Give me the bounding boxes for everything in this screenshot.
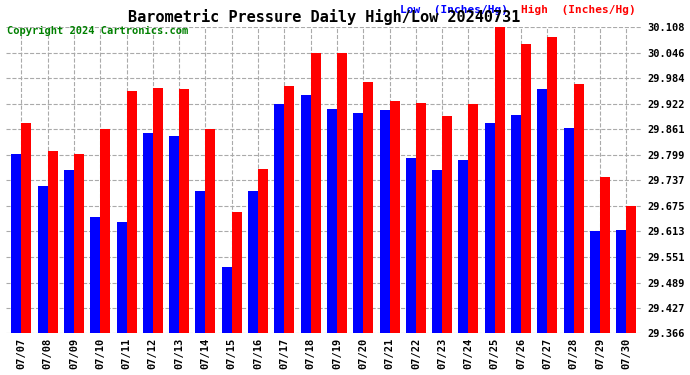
Bar [195,191,206,333]
Text: High  (Inches/Hg): High (Inches/Hg) [521,5,636,15]
Bar [390,100,400,333]
Bar [90,217,100,333]
Bar [495,27,505,333]
Bar [590,231,600,333]
Bar [327,109,337,333]
Bar [206,129,215,333]
Bar [458,160,469,333]
Bar [48,151,58,333]
Bar [143,133,153,333]
Bar [432,170,442,333]
Bar [627,206,636,333]
Bar [511,115,521,333]
Bar [416,103,426,333]
Bar [126,91,137,333]
Bar [38,186,48,333]
Bar [248,191,258,333]
Bar [442,116,452,333]
Bar [564,128,573,333]
Bar [380,111,390,333]
Bar [363,82,373,333]
Bar [221,267,232,333]
Text: Low  (Inches/Hg): Low (Inches/Hg) [400,5,509,15]
Bar [485,123,495,333]
Bar [616,230,627,333]
Bar [258,169,268,333]
Bar [117,222,126,333]
Bar [100,129,110,333]
Bar [547,37,558,333]
Bar [337,53,347,333]
Text: Copyright 2024 Cartronics.com: Copyright 2024 Cartronics.com [7,26,188,36]
Bar [469,104,478,333]
Bar [284,86,295,333]
Bar [310,53,321,333]
Bar [64,170,74,333]
Bar [275,104,284,333]
Bar [21,123,31,333]
Title: Barometric Pressure Daily High/Low 20240731: Barometric Pressure Daily High/Low 20240… [128,9,520,25]
Bar [169,136,179,333]
Bar [301,95,310,333]
Bar [406,158,416,333]
Bar [74,154,84,333]
Bar [600,177,610,333]
Bar [11,154,21,333]
Bar [538,90,547,333]
Bar [232,212,241,333]
Bar [573,84,584,333]
Bar [179,90,189,333]
Bar [521,44,531,333]
Bar [353,113,363,333]
Bar [153,88,163,333]
